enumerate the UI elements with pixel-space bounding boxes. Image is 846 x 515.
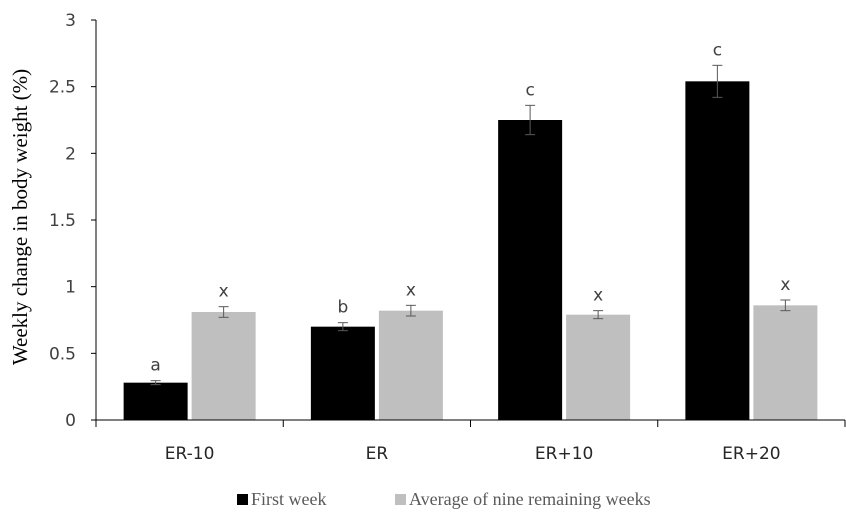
y-tick-label: 1.5 — [49, 211, 76, 231]
significance-label: x — [593, 286, 603, 306]
y-tick-label: 2.5 — [49, 78, 76, 98]
y-tick-label: 0 — [65, 411, 76, 431]
significance-label: x — [406, 280, 416, 300]
y-tick-label: 2 — [65, 144, 76, 164]
bar — [310, 326, 375, 420]
significance-label: x — [219, 282, 229, 302]
y-axis-label: Weekly change in body weight (%) — [8, 69, 32, 365]
bar — [566, 314, 631, 420]
significance-label: x — [780, 275, 790, 295]
significance-label: a — [150, 356, 160, 376]
bar — [498, 120, 563, 420]
legend-label: First week — [251, 489, 327, 509]
x-tick-label: ER — [366, 444, 389, 464]
x-tick-label: ER+10 — [535, 444, 593, 464]
bar — [123, 382, 188, 420]
y-tick-label: 0.5 — [49, 344, 76, 364]
significance-label: c — [525, 80, 534, 100]
legend-swatch — [395, 494, 406, 505]
bar — [753, 305, 818, 420]
y-tick-label: 1 — [65, 278, 76, 298]
y-tick-label: 3 — [65, 11, 76, 31]
legend-label: Average of nine remaining weeks — [409, 489, 651, 509]
x-tick-label: ER-10 — [165, 444, 215, 464]
bar — [378, 310, 443, 420]
significance-label: c — [713, 40, 722, 60]
significance-label: b — [337, 298, 348, 318]
legend-swatch — [237, 494, 248, 505]
bar — [685, 81, 750, 420]
bar — [191, 312, 256, 420]
x-tick-label: ER+20 — [722, 444, 780, 464]
